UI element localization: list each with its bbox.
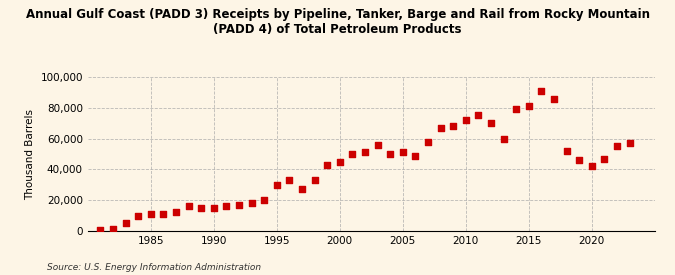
Point xyxy=(587,164,597,169)
Y-axis label: Thousand Barrels: Thousand Barrels xyxy=(25,109,35,199)
Point xyxy=(523,104,534,108)
Point xyxy=(209,206,219,210)
Point xyxy=(296,187,307,192)
Point xyxy=(95,228,106,232)
Point xyxy=(120,220,131,225)
Point xyxy=(448,124,458,128)
Point xyxy=(372,142,383,147)
Point xyxy=(473,113,484,118)
Point xyxy=(423,139,433,144)
Point xyxy=(498,136,509,141)
Point xyxy=(221,204,232,208)
Point xyxy=(107,227,118,231)
Point xyxy=(360,150,371,155)
Point xyxy=(561,149,572,153)
Point xyxy=(511,107,522,112)
Point xyxy=(322,163,333,167)
Text: Source: U.S. Energy Information Administration: Source: U.S. Energy Information Administ… xyxy=(47,263,261,272)
Point xyxy=(549,96,560,101)
Point xyxy=(485,121,496,125)
Point xyxy=(271,183,282,187)
Point xyxy=(385,152,396,156)
Point xyxy=(246,201,257,205)
Point xyxy=(234,203,244,207)
Point xyxy=(259,198,269,202)
Point xyxy=(284,178,295,182)
Point xyxy=(334,160,345,164)
Text: Annual Gulf Coast (PADD 3) Receipts by Pipeline, Tanker, Barge and Rail from Roc: Annual Gulf Coast (PADD 3) Receipts by P… xyxy=(26,8,649,36)
Point xyxy=(410,153,421,158)
Point xyxy=(158,212,169,216)
Point xyxy=(574,158,585,162)
Point xyxy=(171,210,182,214)
Point xyxy=(612,144,622,148)
Point xyxy=(133,213,144,218)
Point xyxy=(435,126,446,130)
Point xyxy=(196,206,207,210)
Point xyxy=(347,152,358,156)
Point xyxy=(309,178,320,182)
Point xyxy=(145,212,156,216)
Point xyxy=(460,118,471,122)
Point xyxy=(599,156,610,161)
Point xyxy=(536,89,547,93)
Point xyxy=(624,141,635,145)
Point xyxy=(398,150,408,155)
Point xyxy=(183,204,194,208)
